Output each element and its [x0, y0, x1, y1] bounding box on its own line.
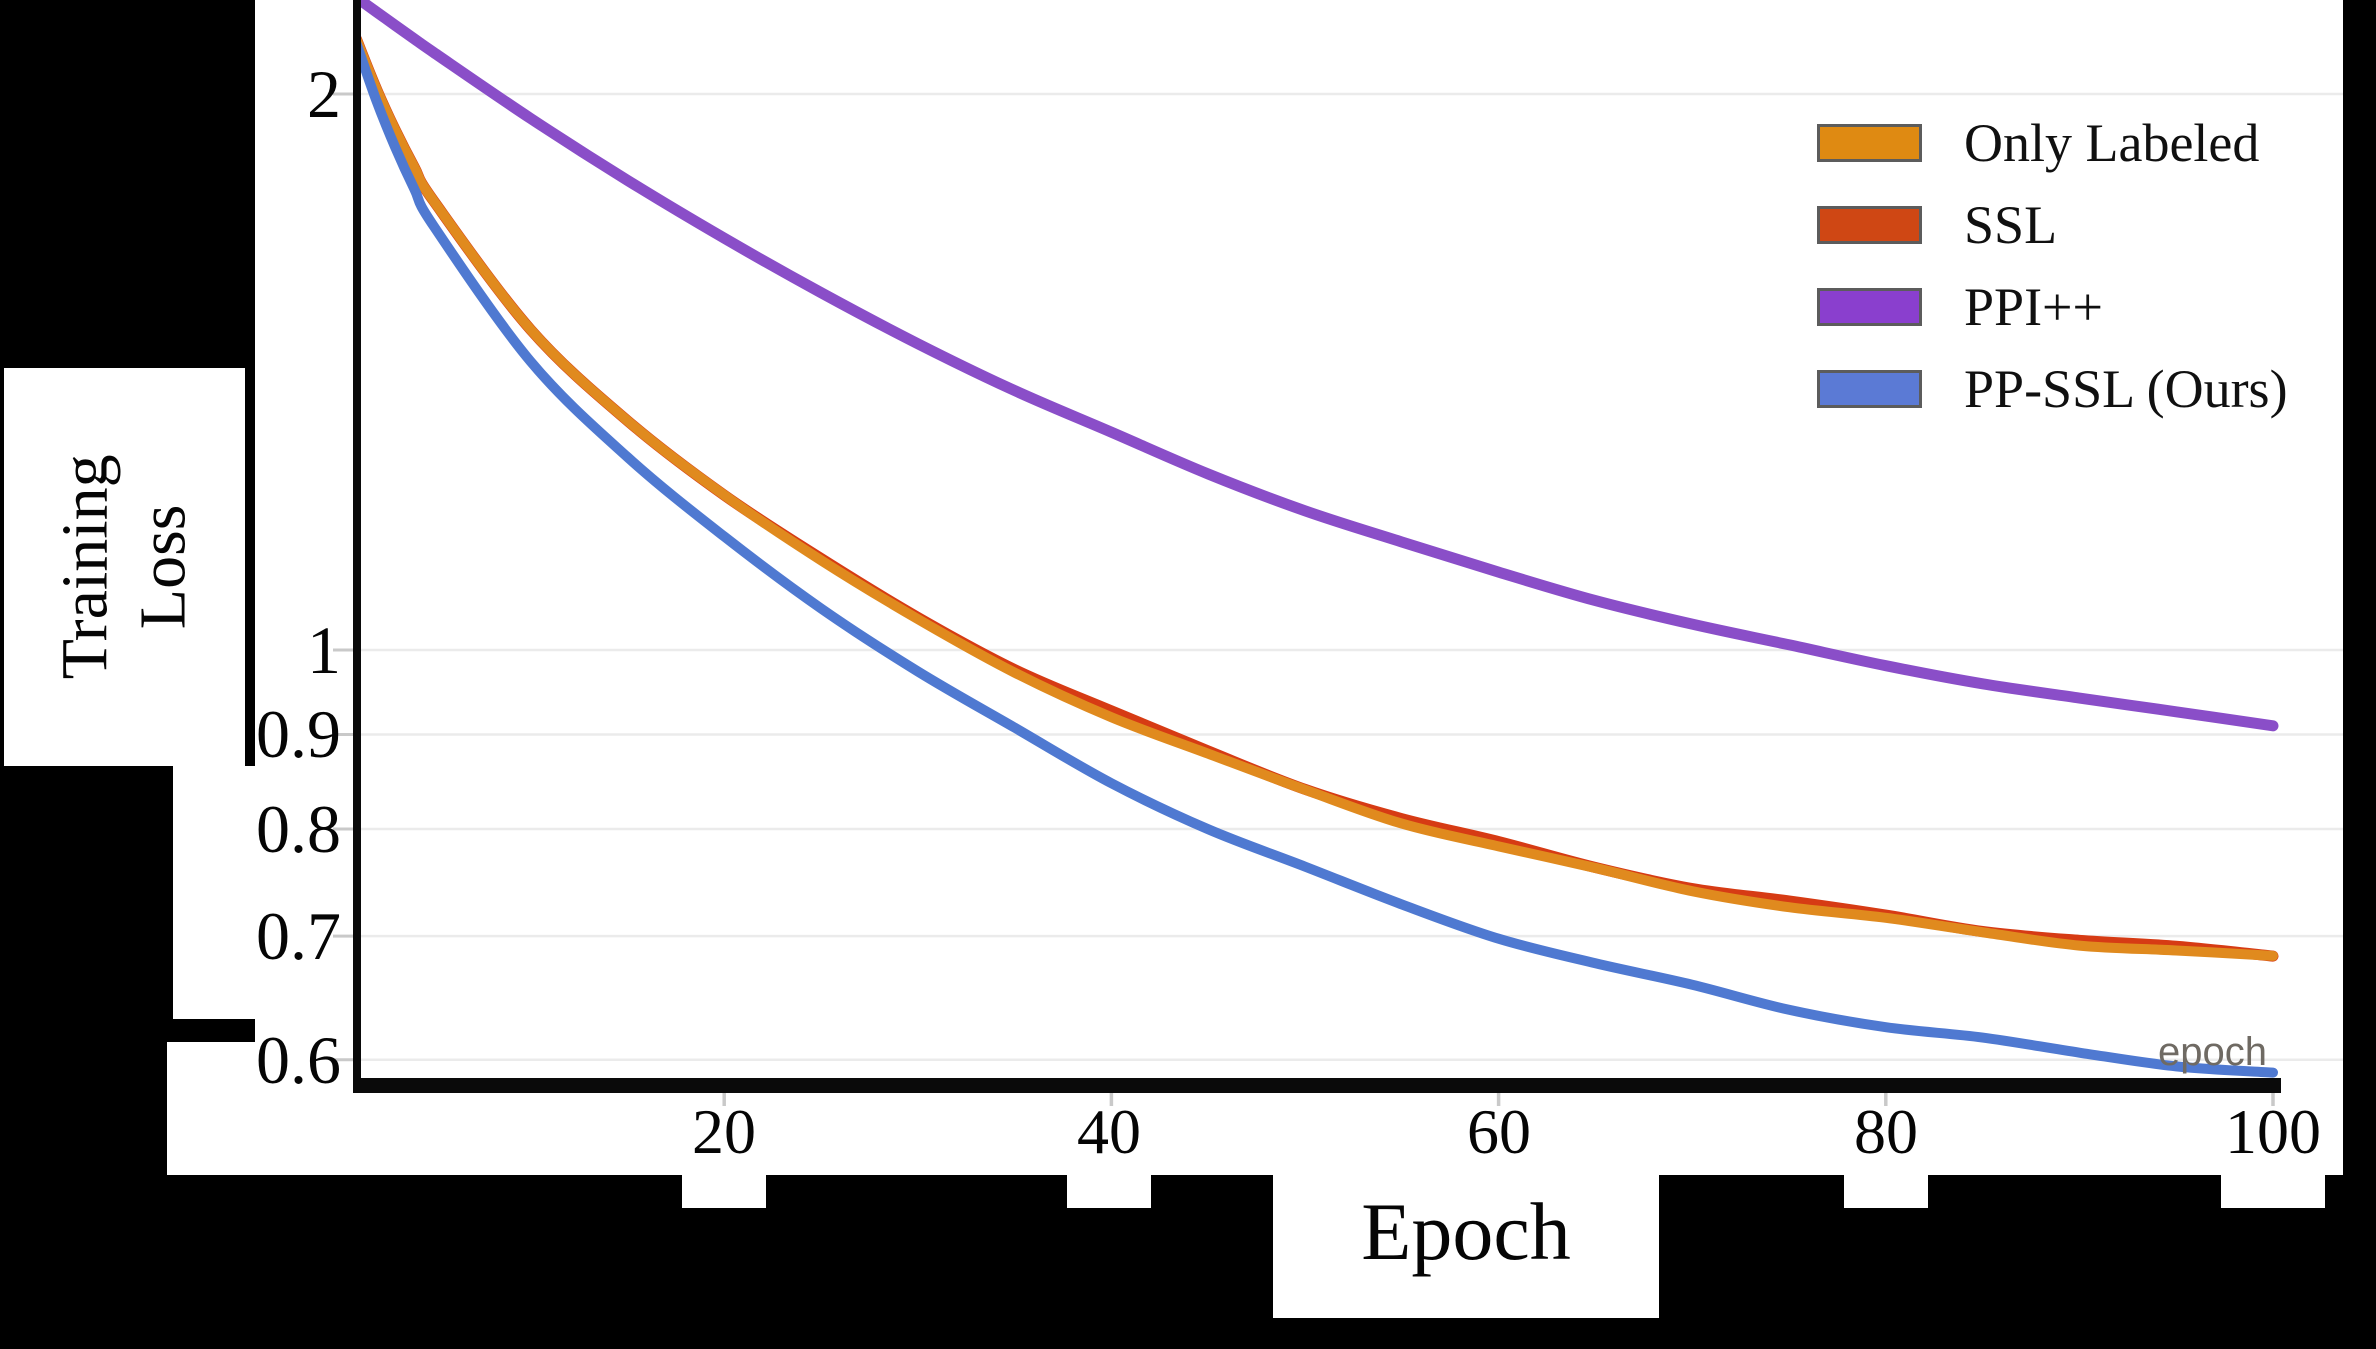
ytick-0_7: 0.7 [256, 898, 341, 974]
xtick-label-band [167, 1085, 2343, 1175]
xtick-80: 80 [1854, 1096, 1918, 1167]
xtick-100: 100 [2225, 1096, 2321, 1167]
legend-swatch-pp-ssl [1817, 370, 1922, 408]
xtick-box-20 [682, 1175, 766, 1208]
overlay-epoch-label: epoch [2158, 1030, 2267, 1074]
x-axis-title: Epoch [1361, 1186, 1571, 1277]
y-axis-title-text: Training Loss [48, 454, 200, 680]
legend-label-pp-ssl: PP-SSL (Ours) [1964, 359, 2288, 419]
ytick-1: 1 [307, 612, 341, 688]
xtick-40: 40 [1077, 1096, 1141, 1167]
legend-item-ssl: SSL [1817, 183, 2057, 267]
ytick-0_9: 0.9 [256, 696, 341, 772]
legend-item-pp-ssl: PP-SSL (Ours) [1817, 347, 2288, 431]
ytick-label-strip [255, 0, 353, 1133]
y-axis-title: Training Loss [4, 368, 245, 766]
legend-item-ppi: PPI++ [1817, 265, 2103, 349]
legend-swatch-only-labeled [1817, 124, 1922, 162]
legend-label-only-labeled: Only Labeled [1964, 113, 2260, 173]
xtick-20: 20 [692, 1096, 756, 1167]
ytick-2: 2 [307, 56, 341, 132]
legend-label-ssl: SSL [1964, 195, 2058, 255]
legend-item-only-labeled: Only Labeled [1817, 101, 2259, 185]
xtick-box-100 [2221, 1175, 2325, 1208]
xtick-60: 60 [1467, 1096, 1531, 1167]
ytick-0_6: 0.6 [256, 1022, 341, 1098]
left-margin-white-a [173, 766, 255, 1019]
xlabel-background [1273, 1175, 1659, 1318]
legend-swatch-ssl [1817, 206, 1922, 244]
plot-area [353, 0, 2343, 1085]
xtick-box-40 [1067, 1175, 1151, 1208]
legend-swatch-ppi [1817, 288, 1922, 326]
ytick-0_8: 0.8 [256, 791, 341, 867]
xtick-box-80 [1844, 1175, 1928, 1208]
ylabel-background [4, 368, 245, 766]
left-margin-white-b [167, 1042, 353, 1085]
legend-label-ppi: PPI++ [1964, 277, 2103, 337]
